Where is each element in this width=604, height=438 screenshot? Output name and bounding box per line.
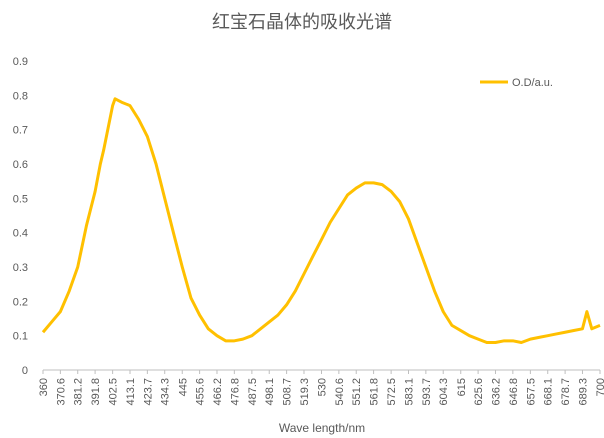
- x-tick-label: 498.1: [264, 378, 276, 406]
- x-tick-label: 413.1: [125, 378, 137, 406]
- x-tick-label: 583.1: [403, 378, 415, 406]
- x-tick-label: 593.7: [421, 378, 433, 406]
- y-tick-label: 0.8: [13, 90, 28, 102]
- x-tick-label: 445: [177, 378, 189, 396]
- y-tick-label: 0.9: [13, 56, 28, 68]
- x-tick-label: 508.7: [282, 378, 294, 406]
- x-tick-label: 604.3: [438, 378, 450, 406]
- x-tick-label: 689.3: [577, 378, 589, 406]
- x-tick-label: 668.1: [543, 378, 555, 406]
- y-tick-label: 0.3: [13, 262, 28, 274]
- x-tick-label: 519.3: [299, 378, 311, 406]
- x-tick-label: 370.6: [55, 378, 67, 406]
- x-tick-label: 455.6: [195, 378, 207, 406]
- x-tick-label: 678.7: [560, 378, 572, 406]
- x-tick-label: 466.2: [212, 378, 224, 406]
- chart-title: 红宝石晶体的吸收光谱: [212, 12, 392, 32]
- x-tick-label: 615: [456, 378, 468, 396]
- x-tick-label: 572.5: [386, 378, 398, 406]
- data-line: [41, 97, 601, 345]
- y-tick-label: 0.4: [13, 228, 28, 240]
- x-tick-label: 423.7: [142, 378, 154, 406]
- x-tick-label: 530: [317, 378, 329, 396]
- x-tick-label: 434.3: [160, 378, 172, 406]
- x-tick-label: 700: [595, 378, 604, 396]
- x-tick-label: 646.8: [508, 378, 520, 406]
- x-tick-label: 402.5: [108, 378, 120, 406]
- y-tick-label: 0.6: [13, 159, 28, 171]
- x-tick-label: 381.2: [73, 378, 85, 406]
- y-tick-label: 0.2: [13, 296, 28, 308]
- x-tick-label: 391.8: [90, 378, 102, 406]
- y-tick-label: 0.7: [13, 125, 28, 137]
- x-tick-label: 561.8: [369, 378, 381, 406]
- y-tick-label: 0.5: [13, 193, 28, 205]
- x-axis-label: Wave length/nm: [279, 421, 365, 435]
- y-tick-label: 0.1: [13, 331, 28, 343]
- x-tick-label: 487.5: [247, 378, 259, 406]
- x-tick-label: 540.6: [334, 378, 346, 406]
- x-tick-label: 625.6: [473, 378, 485, 406]
- x-tick-label: 476.8: [229, 378, 241, 406]
- x-tick-label: 657.5: [525, 378, 537, 406]
- y-tick-label: 0: [22, 365, 28, 377]
- x-tick-label: 360: [38, 378, 50, 396]
- x-tick-label: 636.2: [490, 378, 502, 406]
- x-tick-label: 551.2: [351, 378, 363, 406]
- legend-label: O.D/a.u.: [512, 77, 553, 89]
